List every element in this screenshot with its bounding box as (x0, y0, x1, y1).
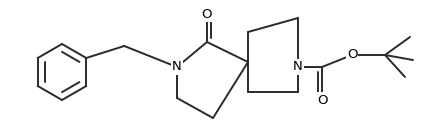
Text: O: O (202, 7, 212, 21)
Text: N: N (172, 60, 182, 74)
Text: O: O (317, 94, 327, 107)
Text: N: N (293, 60, 303, 74)
Text: O: O (347, 48, 357, 62)
